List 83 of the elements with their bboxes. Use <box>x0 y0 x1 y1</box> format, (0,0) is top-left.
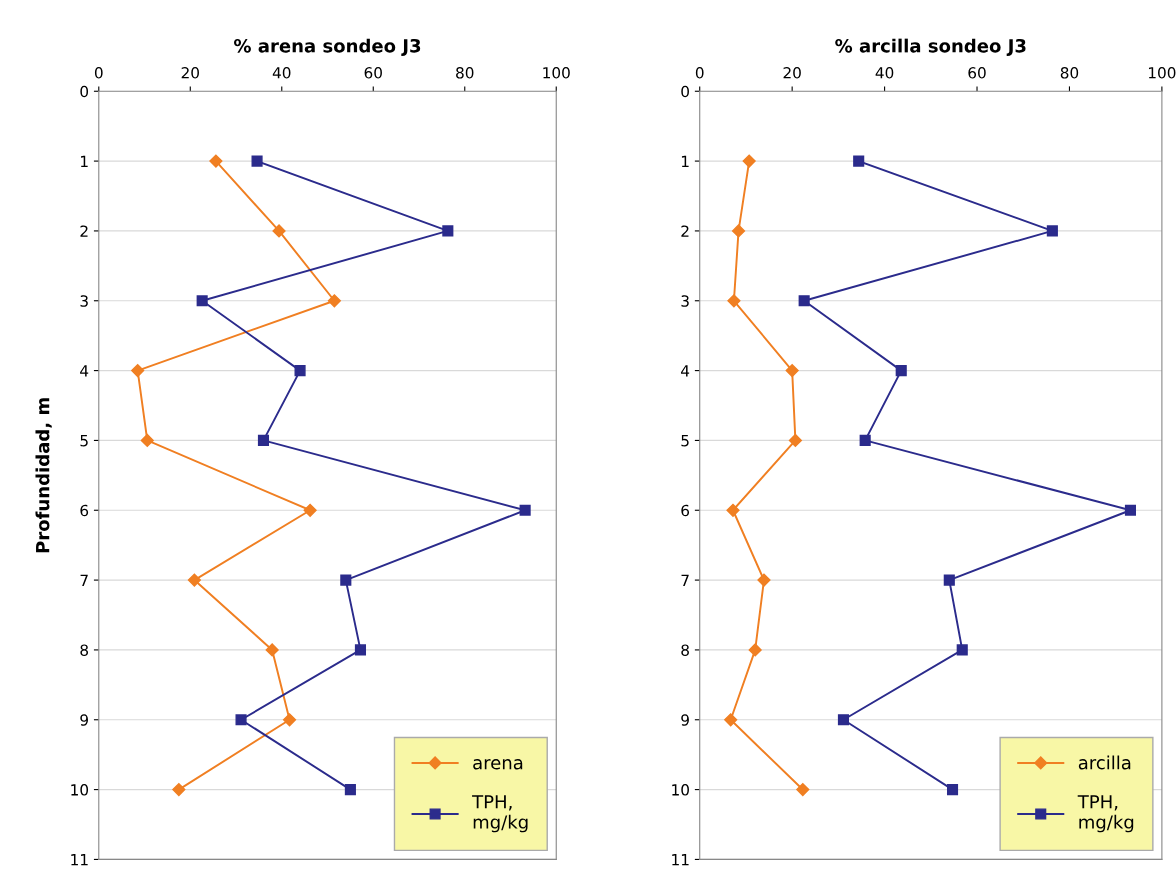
point <box>837 714 850 726</box>
point <box>235 714 247 726</box>
x-tick-label: 80 <box>456 67 474 79</box>
point <box>1046 225 1058 237</box>
y-tick-label: 5 <box>681 435 689 447</box>
x-tick-label: 60 <box>364 67 382 79</box>
y-tick-label: 6 <box>681 504 690 517</box>
point <box>131 364 145 378</box>
x-tick-label: 100 <box>1148 67 1176 79</box>
y-tick-label: 3 <box>681 295 689 307</box>
x-tick-label: 40 <box>272 67 291 79</box>
point <box>742 154 756 168</box>
point <box>943 574 955 586</box>
point <box>726 503 740 517</box>
x-tick-label: 80 <box>1060 67 1079 79</box>
point <box>798 295 810 307</box>
y-tick-label: 11 <box>672 854 689 866</box>
legend-label: arcilla <box>1078 755 1131 770</box>
point <box>853 155 865 167</box>
point <box>757 573 771 587</box>
chart-title: % arena sondeo J3 <box>234 38 421 56</box>
point <box>303 503 317 517</box>
point <box>294 365 306 377</box>
y-tick-label: 9 <box>681 714 689 726</box>
point <box>724 713 738 727</box>
x-tick-label: 20 <box>181 67 199 79</box>
point <box>1124 504 1137 516</box>
point <box>172 782 186 797</box>
point <box>340 574 352 586</box>
point <box>265 643 279 657</box>
point <box>272 224 286 238</box>
y-tick-label: 7 <box>681 574 689 586</box>
point <box>354 644 367 656</box>
point <box>748 643 762 657</box>
point <box>731 224 746 238</box>
y-tick-label: 2 <box>681 225 689 237</box>
point <box>251 155 263 167</box>
y-tick-label: 3 <box>80 295 88 307</box>
point <box>859 434 871 446</box>
y-tick-label: 0 <box>681 85 689 98</box>
legend-label: TPH, mg/kg <box>1077 795 1134 833</box>
chart-title: % arcilla sondeo J3 <box>835 38 1026 56</box>
x-tick-label: 0 <box>695 67 704 79</box>
y-tick-label: 8 <box>681 644 689 656</box>
y-tick-label: 5 <box>80 435 88 447</box>
y-tick-label: 6 <box>80 504 89 517</box>
point <box>327 294 341 308</box>
point <box>956 644 968 656</box>
point <box>187 573 201 587</box>
y-tick-label: 10 <box>672 784 689 796</box>
point <box>796 782 810 797</box>
x-tick-label: 100 <box>543 67 570 79</box>
y-tick-label: 4 <box>80 365 89 377</box>
y-tick-label: 2 <box>80 225 88 237</box>
legend-label: arena <box>473 759 523 770</box>
y-axis-title: Profundidad, m <box>35 398 52 553</box>
x-tick-label: 40 <box>875 67 894 79</box>
x-tick-label: 60 <box>968 67 986 79</box>
y-tick-label: 7 <box>80 574 88 586</box>
point <box>727 294 741 308</box>
point <box>785 364 799 378</box>
y-tick-label: 10 <box>71 784 89 796</box>
point <box>442 225 454 237</box>
y-tick-label: 1 <box>81 155 88 167</box>
x-tick-label: 20 <box>783 67 801 79</box>
y-tick-label: 1 <box>681 155 689 167</box>
point <box>519 504 531 516</box>
y-tick-label: 4 <box>681 365 690 377</box>
point <box>895 365 907 377</box>
point <box>344 784 356 796</box>
point <box>282 713 297 727</box>
y-tick-label: 11 <box>71 854 88 866</box>
y-tick-label: 8 <box>80 644 89 656</box>
y-tick-label: 0 <box>80 85 89 98</box>
legend-label: TPH, mg/kg <box>472 795 528 833</box>
point <box>140 433 154 448</box>
point <box>788 433 802 448</box>
x-tick-label: 0 <box>94 67 103 79</box>
y-tick-label: 9 <box>80 714 88 726</box>
point <box>257 434 270 446</box>
point <box>209 154 223 168</box>
point <box>196 295 208 307</box>
point <box>946 784 959 796</box>
